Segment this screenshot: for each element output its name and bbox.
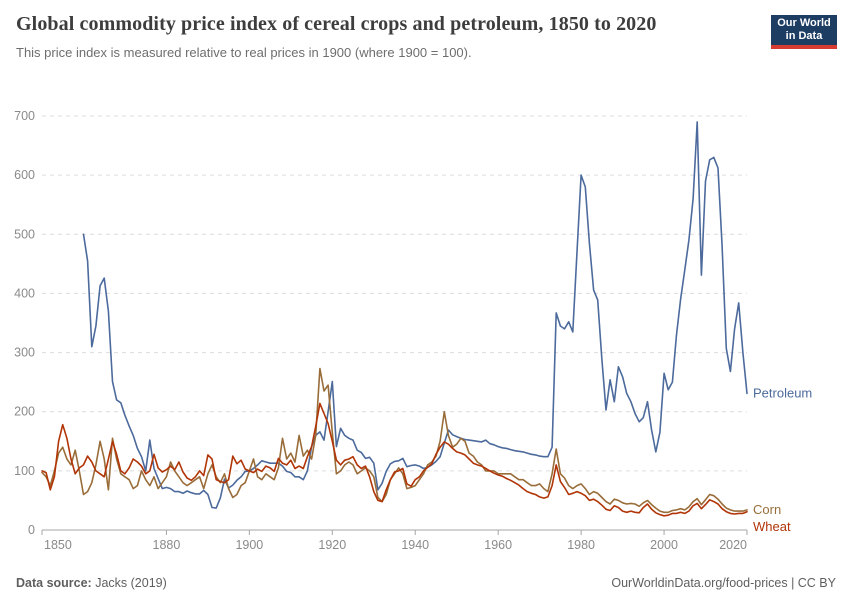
y-axis-label-500: 500 [14,227,35,241]
chart-title: Global commodity price index of cereal c… [16,13,657,35]
y-axis-label-600: 600 [14,168,35,182]
chart-subtitle: This price index is measured relative to… [16,45,472,61]
x-axis-label-1920: 1920 [318,538,346,552]
y-axis-label-100: 100 [14,464,35,478]
data-source: Data source: Jacks (2019) [16,576,167,590]
data-source-label: Data source: [16,576,92,590]
series-label-petroleum: Petroleum [753,385,812,400]
y-axis-label-0: 0 [28,523,35,537]
x-axis-label-1900: 1900 [235,538,263,552]
y-axis-label-200: 200 [14,405,35,419]
owid-logo-line1: Our World [777,17,831,29]
x-axis-label-1850: 1850 [44,538,72,552]
series-label-wheat: Wheat [753,519,791,534]
chart-footer: Data source: Jacks (2019) OurWorldinData… [16,576,836,590]
petroleum-line [82,121,748,509]
x-axis-label-1980: 1980 [567,538,595,552]
x-axis-label-2020: 2020 [719,538,747,552]
x-axis-label-1940: 1940 [401,538,429,552]
y-axis-label-400: 400 [14,286,35,300]
owid-logo[interactable]: Our World in Data [771,15,837,49]
data-source-value: Jacks (2019) [95,576,167,590]
chart-header: Global commodity price index of cereal c… [16,10,756,60]
y-axis-label-300: 300 [14,346,35,360]
x-axis-label-1960: 1960 [484,538,512,552]
owid-logo-line2: in Data [785,30,823,42]
corn-line [41,367,748,514]
owid-url-license[interactable]: OurWorldinData.org/food-prices | CC BY [611,576,836,590]
y-axis-label-700: 700 [14,109,35,123]
x-axis-label-1880: 1880 [153,538,181,552]
series-label-corn: Corn [753,502,781,517]
wheat-line [41,402,748,517]
x-axis-label-2000: 2000 [650,538,678,552]
